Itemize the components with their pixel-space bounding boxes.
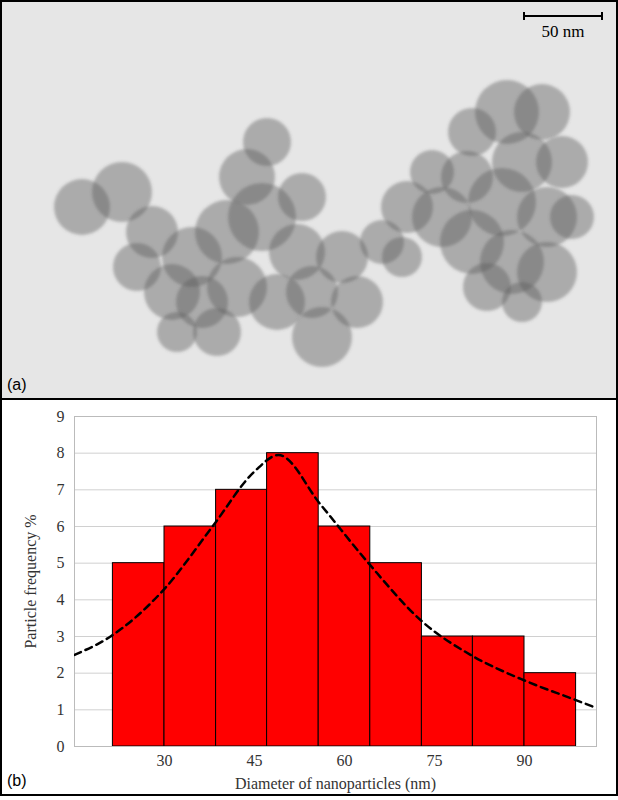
svg-text:60: 60: [337, 752, 353, 769]
svg-text:7: 7: [57, 481, 65, 498]
svg-text:6: 6: [57, 518, 65, 535]
svg-text:9: 9: [57, 408, 65, 425]
svg-text:3: 3: [57, 628, 65, 645]
svg-text:5: 5: [57, 554, 65, 571]
svg-text:4: 4: [57, 591, 65, 608]
svg-text:2: 2: [57, 664, 65, 681]
svg-text:0: 0: [57, 738, 65, 755]
svg-text:75: 75: [427, 752, 443, 769]
svg-text:30: 30: [157, 752, 173, 769]
html-text:(b): (b): [7, 772, 27, 789]
svg-text:45: 45: [247, 752, 263, 769]
svg-text:8: 8: [57, 444, 65, 461]
svg-text:1: 1: [57, 701, 65, 718]
svg-text:50 nm: 50 nm: [542, 22, 585, 41]
svg-text:Diameter of nanoparticles (nm): Diameter of nanoparticles (nm): [235, 775, 436, 793]
svg-text:Particle frequency %: Particle frequency %: [22, 514, 40, 648]
html-text:(a): (a): [7, 376, 27, 393]
svg-text:90: 90: [517, 752, 533, 769]
